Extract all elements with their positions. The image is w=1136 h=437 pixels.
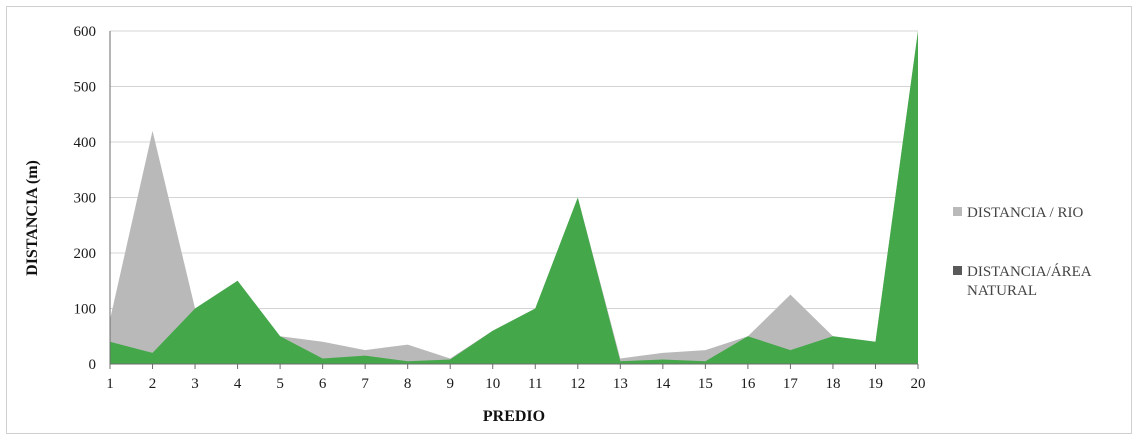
gridlines [110, 30, 918, 309]
y-tick-label: 100 [74, 302, 97, 318]
x-tick-label: 12 [570, 376, 585, 392]
x-tick-label: 6 [319, 376, 327, 392]
x-tick-label: 5 [276, 376, 284, 392]
x-tick-label: 20 [911, 376, 926, 392]
x-tick-label: 19 [868, 376, 883, 392]
x-tick-label: 15 [698, 376, 713, 392]
legend-label-line: NATURAL [967, 283, 1037, 299]
y-tick-labels: 0 100 200 300 400 500 600 [74, 24, 97, 373]
y-tick-label: 400 [74, 135, 97, 151]
area-series-1 [110, 31, 918, 364]
x-tick-labels: 1 2 3 4 5 6 7 8 9 10 11 12 13 14 15 16 17 18 19 20 [106, 376, 925, 392]
legend-swatch-rio [953, 207, 962, 216]
legend-label-line: DISTANCIA/ÁREA [967, 263, 1092, 280]
x-tick-label: 2 [149, 376, 157, 392]
legend: DISTANCIA / RIO DISTANCIA/ÁREA NATURAL [953, 205, 1092, 299]
x-axis-title: PREDIO [483, 408, 545, 425]
x-tick-label: 11 [528, 376, 542, 392]
x-tick-label: 18 [825, 376, 840, 392]
y-tick-label: 500 [74, 80, 97, 96]
x-tick-label: 1 [106, 376, 114, 392]
y-axis-title: DISTANCIA (m) [24, 160, 41, 276]
legend-label-area-natural: DISTANCIA/ÁREA NATURAL [967, 263, 1092, 299]
y-tick-label: 300 [74, 191, 97, 207]
axes [109, 31, 919, 369]
x-tick-label: 17 [783, 376, 799, 392]
x-tick-label: 10 [485, 376, 500, 392]
x-tick-label: 9 [446, 376, 454, 392]
x-tick-label: 13 [613, 376, 628, 392]
x-tick-label: 3 [191, 376, 199, 392]
x-tick-label: 7 [361, 376, 369, 392]
legend-swatch-area-natural [953, 266, 962, 275]
y-tick-label: 0 [89, 357, 97, 373]
x-tick-label: 8 [404, 376, 412, 392]
y-tick-label: 600 [74, 24, 97, 40]
legend-label-rio: DISTANCIA / RIO [967, 205, 1083, 221]
x-tick-label: 14 [655, 376, 671, 392]
x-tick-label: 4 [234, 376, 242, 392]
x-tick-label: 16 [740, 376, 756, 392]
y-tick-label: 200 [74, 246, 97, 262]
